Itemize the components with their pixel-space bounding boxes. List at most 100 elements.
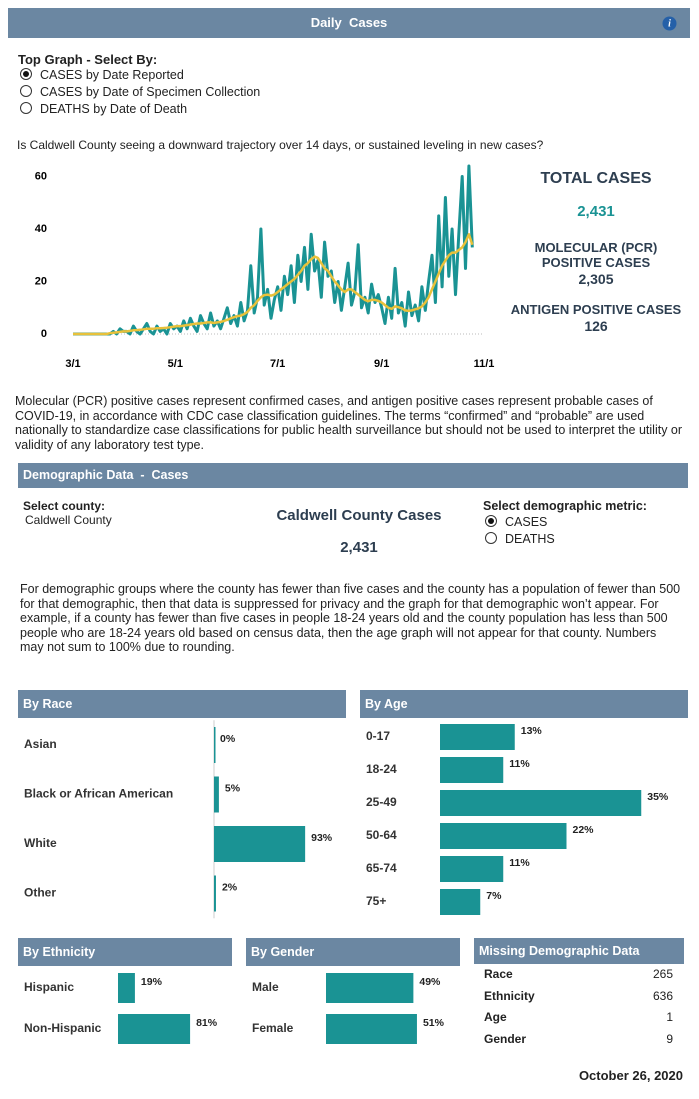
value-label: 51% <box>423 1017 445 1029</box>
pcr-value: 2,305 <box>578 271 614 287</box>
table-label: Gender <box>484 1031 527 1046</box>
select-label: Top Graph - Select By: <box>18 52 158 67</box>
chart-title: By Race <box>23 697 72 711</box>
bar <box>440 889 481 915</box>
radio-option[interactable]: DEATHS <box>485 532 555 546</box>
case-note: Molecular (PCR) positive cases represent… <box>15 394 683 452</box>
series-line <box>73 164 474 336</box>
x-tick-label: 7/1 <box>270 358 285 370</box>
section-header: Demographic Data - Cases <box>18 463 688 488</box>
panel-header <box>360 690 688 718</box>
table-value: 9 <box>666 1031 673 1046</box>
bar <box>214 875 216 912</box>
value-label: 5% <box>225 782 241 794</box>
x-tick-label: 11/1 <box>474 358 495 370</box>
value-label: 2% <box>222 881 238 893</box>
category-label: 18-24 <box>366 762 397 776</box>
county-cases-title: Caldwell County Cases <box>276 507 442 524</box>
bar <box>440 790 642 816</box>
bar <box>326 973 414 1003</box>
category-label: Male <box>252 980 279 994</box>
value-label: 11% <box>509 758 530 770</box>
table-row: Race 265 <box>474 964 684 986</box>
table-label: Age <box>484 1010 507 1024</box>
category-label: 25-49 <box>366 795 397 809</box>
bar <box>118 973 135 1003</box>
bar <box>440 856 504 882</box>
category-label: 65-74 <box>366 861 397 875</box>
radio-option[interactable]: CASES by Date Reported <box>20 68 184 82</box>
category-label: Non-Hispanic <box>24 1021 102 1035</box>
category-label: 75+ <box>366 894 386 908</box>
category-label: 0-17 <box>366 729 390 743</box>
radio-option[interactable]: DEATHS by Date of Death <box>20 102 187 116</box>
table-row: Age 1 <box>474 1007 684 1029</box>
x-tick-label: 9/1 <box>374 358 389 370</box>
bar <box>118 1014 191 1044</box>
x-tick-label: 3/1 <box>65 358 80 370</box>
y-tick-label: 60 <box>35 170 47 182</box>
bar <box>214 776 219 813</box>
table-header: Missing Demographic Data <box>474 938 684 964</box>
question: Is Caldwell County seeing a downward tra… <box>17 138 544 152</box>
category-label: White <box>24 836 57 850</box>
table-label: Race <box>484 967 513 981</box>
disclaimer: For demographic groups where the county … <box>20 582 681 654</box>
panel-header <box>18 938 232 966</box>
value-label: 49% <box>419 976 441 988</box>
panel-header <box>246 938 460 966</box>
bar <box>440 724 515 750</box>
value-label: 7% <box>486 890 502 902</box>
y-tick-label: 20 <box>35 275 47 287</box>
y-tick-label: 0 <box>41 328 47 340</box>
chart-title: By Gender <box>251 945 314 959</box>
category-label: Black or African American <box>24 787 173 801</box>
bar <box>326 1014 417 1044</box>
bar <box>440 823 567 849</box>
category-label: Other <box>24 886 56 900</box>
bar <box>440 757 504 783</box>
table-row: Gender 9 <box>474 1029 684 1051</box>
value-label: 11% <box>509 857 530 869</box>
missing-table: Missing Demographic Data Race 265 Ethnicit… <box>474 938 684 1066</box>
antigen-value: 126 <box>584 318 608 334</box>
value-label: 22% <box>573 824 595 836</box>
radio-option[interactable]: CASES <box>485 515 547 529</box>
antigen-label: ANTIGEN POSITIVE CASES <box>510 302 682 317</box>
series-line <box>73 233 474 336</box>
header-title: Daily Cases <box>310 15 388 30</box>
category-label: 50-64 <box>366 828 397 842</box>
category-label: Female <box>252 1021 294 1035</box>
bar <box>214 826 306 862</box>
value-label: 0% <box>220 733 236 745</box>
county-value[interactable]: Caldwell County <box>25 513 112 527</box>
page-header: Daily Cases <box>8 8 690 38</box>
pcr-label: MOLECULAR (PCR) POSITIVE CASES <box>534 240 658 270</box>
total-label: TOTAL CASES <box>540 170 652 187</box>
total-value: 2,431 <box>577 203 615 220</box>
bar <box>214 727 216 763</box>
value-label: 93% <box>311 832 333 844</box>
table-value: 265 <box>652 967 673 981</box>
value-label: 19% <box>141 976 163 988</box>
table-value: 636 <box>652 988 673 1003</box>
report-date: October 26, 2020 <box>578 1068 683 1083</box>
info-icon[interactable]: i <box>662 16 677 31</box>
chart-title: By Ethnicity <box>23 945 95 959</box>
table-label: Ethnicity <box>484 988 535 1003</box>
radio-option[interactable]: CASES by Date of Specimen Collection <box>20 85 260 99</box>
county-cases: 2,431 <box>340 539 378 556</box>
value-label: 35% <box>647 791 669 803</box>
value-label: 81% <box>196 1017 218 1029</box>
category-label: Asian <box>24 737 57 751</box>
county-label: Select county: <box>23 499 106 513</box>
table-row: Ethnicity 636 <box>474 986 684 1008</box>
panel-header <box>18 690 346 718</box>
svg-text:i: i <box>668 18 671 29</box>
category-label: Hispanic <box>24 980 74 994</box>
metric-label: Select demographic metric: <box>483 499 647 513</box>
chart-title: By Age <box>365 697 408 711</box>
value-label: 13% <box>521 725 543 737</box>
